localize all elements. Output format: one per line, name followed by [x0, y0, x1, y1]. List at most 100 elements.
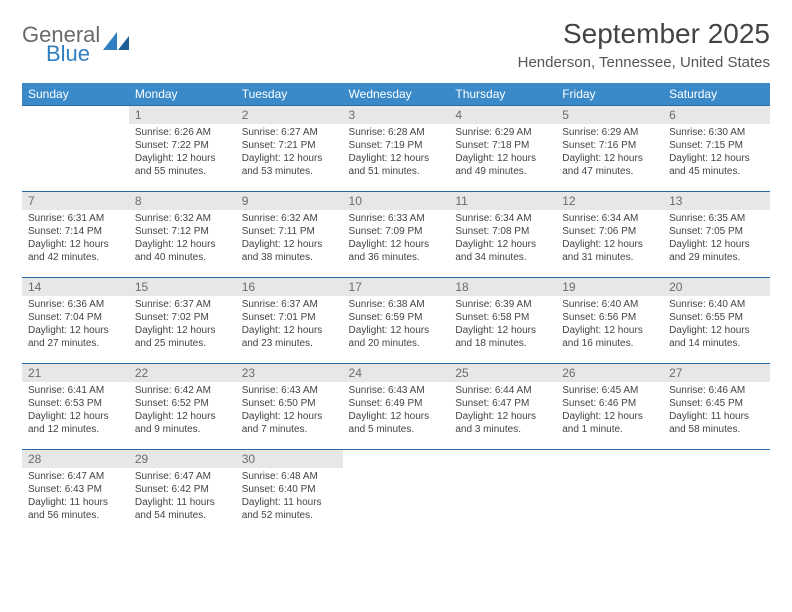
- cell-body: Sunrise: 6:42 AMSunset: 6:52 PMDaylight:…: [129, 382, 236, 440]
- daylight-text: Daylight: 12 hours and 31 minutes.: [562, 238, 657, 264]
- day-number: 29: [129, 450, 236, 468]
- location: Henderson, Tennessee, United States: [518, 54, 770, 71]
- daylight-text: Daylight: 12 hours and 12 minutes.: [28, 410, 123, 436]
- daylight-text: Daylight: 12 hours and 47 minutes.: [562, 152, 657, 178]
- daylight-text: Daylight: 12 hours and 40 minutes.: [135, 238, 230, 264]
- sunset-text: Sunset: 6:58 PM: [455, 311, 550, 324]
- sunset-text: Sunset: 6:53 PM: [28, 397, 123, 410]
- sunrise-text: Sunrise: 6:28 AM: [349, 126, 444, 139]
- calendar-cell: 15Sunrise: 6:37 AMSunset: 7:02 PMDayligh…: [129, 278, 236, 364]
- sail-icon: [103, 32, 129, 50]
- cell-body: Sunrise: 6:46 AMSunset: 6:45 PMDaylight:…: [663, 382, 770, 440]
- cell-body: Sunrise: 6:33 AMSunset: 7:09 PMDaylight:…: [343, 210, 450, 268]
- header-row: Sunday Monday Tuesday Wednesday Thursday…: [22, 83, 770, 106]
- col-tuesday: Tuesday: [236, 83, 343, 106]
- daylight-text: Daylight: 12 hours and 23 minutes.: [242, 324, 337, 350]
- sunset-text: Sunset: 7:11 PM: [242, 225, 337, 238]
- calendar-cell: 9Sunrise: 6:32 AMSunset: 7:11 PMDaylight…: [236, 192, 343, 278]
- sunrise-text: Sunrise: 6:29 AM: [562, 126, 657, 139]
- col-friday: Friday: [556, 83, 663, 106]
- daylight-text: Daylight: 12 hours and 36 minutes.: [349, 238, 444, 264]
- sunset-text: Sunset: 7:09 PM: [349, 225, 444, 238]
- calendar-cell: 22Sunrise: 6:42 AMSunset: 6:52 PMDayligh…: [129, 364, 236, 450]
- sunrise-text: Sunrise: 6:30 AM: [669, 126, 764, 139]
- calendar-cell: 1Sunrise: 6:26 AMSunset: 7:22 PMDaylight…: [129, 106, 236, 192]
- sunrise-text: Sunrise: 6:35 AM: [669, 212, 764, 225]
- daylight-text: Daylight: 12 hours and 34 minutes.: [455, 238, 550, 264]
- sunrise-text: Sunrise: 6:42 AM: [135, 384, 230, 397]
- cell-body: Sunrise: 6:40 AMSunset: 6:56 PMDaylight:…: [556, 296, 663, 354]
- calendar-cell: 17Sunrise: 6:38 AMSunset: 6:59 PMDayligh…: [343, 278, 450, 364]
- sunrise-text: Sunrise: 6:44 AM: [455, 384, 550, 397]
- cell-body: Sunrise: 6:37 AMSunset: 7:02 PMDaylight:…: [129, 296, 236, 354]
- calendar-cell: 3Sunrise: 6:28 AMSunset: 7:19 PMDaylight…: [343, 106, 450, 192]
- sunrise-text: Sunrise: 6:38 AM: [349, 298, 444, 311]
- day-number: 27: [663, 364, 770, 382]
- col-thursday: Thursday: [449, 83, 556, 106]
- daylight-text: Daylight: 12 hours and 14 minutes.: [669, 324, 764, 350]
- day-number: 20: [663, 278, 770, 296]
- sunrise-text: Sunrise: 6:47 AM: [135, 470, 230, 483]
- cell-body: Sunrise: 6:32 AMSunset: 7:12 PMDaylight:…: [129, 210, 236, 268]
- day-number: 4: [449, 106, 556, 124]
- cell-body: Sunrise: 6:44 AMSunset: 6:47 PMDaylight:…: [449, 382, 556, 440]
- sunrise-text: Sunrise: 6:47 AM: [28, 470, 123, 483]
- sunset-text: Sunset: 7:21 PM: [242, 139, 337, 152]
- daylight-text: Daylight: 12 hours and 5 minutes.: [349, 410, 444, 436]
- sunset-text: Sunset: 7:12 PM: [135, 225, 230, 238]
- col-sunday: Sunday: [22, 83, 129, 106]
- sunset-text: Sunset: 6:46 PM: [562, 397, 657, 410]
- calendar-row: 28Sunrise: 6:47 AMSunset: 6:43 PMDayligh…: [22, 450, 770, 536]
- sunset-text: Sunset: 7:22 PM: [135, 139, 230, 152]
- daylight-text: Daylight: 12 hours and 29 minutes.: [669, 238, 764, 264]
- sunrise-text: Sunrise: 6:39 AM: [455, 298, 550, 311]
- day-number: 8: [129, 192, 236, 210]
- day-number: 9: [236, 192, 343, 210]
- cell-body: Sunrise: 6:37 AMSunset: 7:01 PMDaylight:…: [236, 296, 343, 354]
- calendar-cell: 21Sunrise: 6:41 AMSunset: 6:53 PMDayligh…: [22, 364, 129, 450]
- col-monday: Monday: [129, 83, 236, 106]
- daylight-text: Daylight: 12 hours and 20 minutes.: [349, 324, 444, 350]
- sunrise-text: Sunrise: 6:36 AM: [28, 298, 123, 311]
- daylight-text: Daylight: 12 hours and 27 minutes.: [28, 324, 123, 350]
- cell-body: Sunrise: 6:31 AMSunset: 7:14 PMDaylight:…: [22, 210, 129, 268]
- sunset-text: Sunset: 6:56 PM: [562, 311, 657, 324]
- day-number: 15: [129, 278, 236, 296]
- cell-body: Sunrise: 6:35 AMSunset: 7:05 PMDaylight:…: [663, 210, 770, 268]
- cell-body: Sunrise: 6:36 AMSunset: 7:04 PMDaylight:…: [22, 296, 129, 354]
- sunset-text: Sunset: 6:55 PM: [669, 311, 764, 324]
- sunset-text: Sunset: 7:01 PM: [242, 311, 337, 324]
- calendar-cell: [449, 450, 556, 536]
- day-number: 7: [22, 192, 129, 210]
- sunset-text: Sunset: 7:19 PM: [349, 139, 444, 152]
- cell-body: Sunrise: 6:34 AMSunset: 7:06 PMDaylight:…: [556, 210, 663, 268]
- sunset-text: Sunset: 7:05 PM: [669, 225, 764, 238]
- daylight-text: Daylight: 11 hours and 56 minutes.: [28, 496, 123, 522]
- sunset-text: Sunset: 7:15 PM: [669, 139, 764, 152]
- calendar-cell: 5Sunrise: 6:29 AMSunset: 7:16 PMDaylight…: [556, 106, 663, 192]
- calendar-table: Sunday Monday Tuesday Wednesday Thursday…: [22, 83, 770, 536]
- calendar-cell: 6Sunrise: 6:30 AMSunset: 7:15 PMDaylight…: [663, 106, 770, 192]
- daylight-text: Daylight: 12 hours and 49 minutes.: [455, 152, 550, 178]
- title-block: September 2025 Henderson, Tennessee, Uni…: [518, 18, 770, 71]
- sunset-text: Sunset: 7:08 PM: [455, 225, 550, 238]
- sunrise-text: Sunrise: 6:45 AM: [562, 384, 657, 397]
- day-number: 18: [449, 278, 556, 296]
- calendar-row: 21Sunrise: 6:41 AMSunset: 6:53 PMDayligh…: [22, 364, 770, 450]
- calendar-cell: [22, 106, 129, 192]
- day-number: 10: [343, 192, 450, 210]
- daylight-text: Daylight: 12 hours and 3 minutes.: [455, 410, 550, 436]
- day-number: 25: [449, 364, 556, 382]
- cell-body: Sunrise: 6:48 AMSunset: 6:40 PMDaylight:…: [236, 468, 343, 526]
- day-number: 30: [236, 450, 343, 468]
- brand-text: General Blue: [22, 24, 100, 70]
- daylight-text: Daylight: 12 hours and 16 minutes.: [562, 324, 657, 350]
- sunrise-text: Sunrise: 6:41 AM: [28, 384, 123, 397]
- cell-body: Sunrise: 6:40 AMSunset: 6:55 PMDaylight:…: [663, 296, 770, 354]
- day-number: 24: [343, 364, 450, 382]
- calendar-cell: 14Sunrise: 6:36 AMSunset: 7:04 PMDayligh…: [22, 278, 129, 364]
- sunset-text: Sunset: 7:18 PM: [455, 139, 550, 152]
- calendar-cell: 20Sunrise: 6:40 AMSunset: 6:55 PMDayligh…: [663, 278, 770, 364]
- sunset-text: Sunset: 7:06 PM: [562, 225, 657, 238]
- calendar-cell: 12Sunrise: 6:34 AMSunset: 7:06 PMDayligh…: [556, 192, 663, 278]
